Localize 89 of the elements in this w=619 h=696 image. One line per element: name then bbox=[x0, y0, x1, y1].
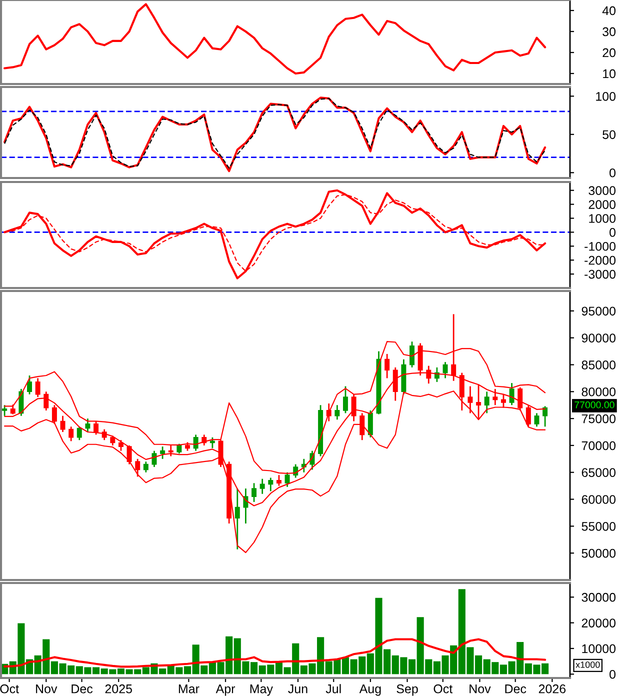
y-tick-label: 50000 bbox=[582, 548, 616, 558]
y-tick-label: 50 bbox=[602, 130, 616, 140]
candlestick bbox=[334, 404, 340, 420]
candlestick bbox=[10, 404, 16, 415]
y-tick-label: 75000 bbox=[582, 414, 616, 424]
candlestick bbox=[152, 450, 157, 468]
candlestick bbox=[384, 353, 390, 379]
y-tick-label: 0 bbox=[610, 228, 616, 237]
candlestick bbox=[243, 488, 248, 524]
candlestick bbox=[210, 436, 215, 449]
y-tick-label: 60000 bbox=[582, 495, 616, 504]
candlestick bbox=[268, 477, 274, 492]
y-tick-label: 0 bbox=[610, 670, 616, 679]
x-tick-label: Sep bbox=[396, 684, 418, 696]
candlestick bbox=[2, 404, 8, 417]
y-tick-label: -2000 bbox=[584, 256, 616, 265]
candlestick bbox=[68, 426, 74, 442]
candlestick bbox=[360, 412, 365, 441]
x-tick-label: May bbox=[250, 684, 273, 696]
x-tick-label: Dec bbox=[72, 684, 93, 694]
y-tick-label: 65000 bbox=[582, 468, 616, 478]
candlestick bbox=[110, 435, 116, 446]
y-tick-label: -3000 bbox=[584, 270, 616, 279]
y-tick-label: 40 bbox=[602, 6, 616, 16]
candlestick bbox=[94, 420, 99, 436]
x-tick-label: Jul bbox=[326, 684, 341, 694]
candlestick bbox=[368, 410, 373, 438]
y-tick-label: 1000 bbox=[589, 214, 616, 223]
candlestick bbox=[193, 434, 198, 452]
candlestick bbox=[35, 377, 40, 398]
y-tick-label: 30000 bbox=[582, 592, 616, 602]
y-tick-label: 2000 bbox=[588, 200, 616, 209]
y-tick-label: 30 bbox=[602, 27, 616, 36]
text: x1000 bbox=[576, 661, 600, 668]
candlestick bbox=[410, 340, 415, 368]
y-tick-label: 0 bbox=[610, 168, 616, 178]
candlestick bbox=[526, 404, 531, 428]
x-tick-label: Apr bbox=[216, 684, 236, 696]
y-tick-label: -1000 bbox=[584, 242, 616, 251]
candlestick bbox=[52, 404, 57, 425]
x-tick-label: Dec bbox=[505, 684, 526, 694]
y-tick-label: 3000 bbox=[588, 186, 616, 196]
x-tick-label: Aug bbox=[359, 684, 381, 696]
y-tick-label: 95000 bbox=[582, 306, 616, 316]
candlestick bbox=[534, 412, 540, 428]
candlestick bbox=[293, 464, 298, 478]
y-tick-label: 10000 bbox=[582, 644, 616, 654]
candlestick bbox=[118, 439, 124, 452]
candlestick bbox=[252, 482, 257, 503]
x-tick-label: Jun bbox=[288, 684, 308, 694]
line-series bbox=[4, 638, 546, 668]
line-series bbox=[4, 3, 546, 75]
candlestick bbox=[135, 458, 140, 478]
x-tick-label: 2025 bbox=[105, 684, 132, 694]
candlestick bbox=[168, 444, 174, 457]
candlestick bbox=[442, 361, 448, 379]
candlestick bbox=[76, 426, 82, 441]
candlestick bbox=[234, 488, 240, 550]
candlestick bbox=[342, 386, 348, 414]
y-tick-label: 20000 bbox=[582, 618, 616, 628]
candlestick bbox=[260, 478, 265, 495]
x-tick-label: 2026 bbox=[538, 684, 566, 694]
candlestick bbox=[60, 415, 66, 433]
y-tick-label: 70000 bbox=[582, 441, 616, 450]
text: 77000.00 bbox=[574, 401, 614, 408]
y-tick-label: 80000 bbox=[582, 387, 616, 396]
y-tick-label: 90000 bbox=[582, 334, 616, 342]
y-tick-label: 10 bbox=[603, 69, 616, 78]
x-tick-label: Oct bbox=[0, 684, 19, 694]
candlestick bbox=[27, 374, 32, 396]
y-tick-label: 85000 bbox=[582, 360, 616, 370]
candlestick bbox=[160, 446, 166, 460]
y-tick-label: 55000 bbox=[582, 522, 616, 531]
x-tick-label: Oct bbox=[434, 684, 453, 694]
x-tick-label: Mar bbox=[178, 684, 200, 694]
candlestick bbox=[500, 394, 506, 408]
candlestick bbox=[284, 472, 290, 488]
candlestick bbox=[85, 418, 90, 433]
candlestick bbox=[484, 390, 490, 414]
candlestick bbox=[176, 443, 182, 454]
y-tick-label: 20 bbox=[602, 48, 616, 58]
candlestick bbox=[351, 394, 356, 422]
candlestick bbox=[509, 382, 514, 406]
candlestick bbox=[44, 390, 49, 412]
x-tick-label: Nov bbox=[470, 684, 491, 694]
x-tick-label: Nov bbox=[36, 684, 58, 694]
candlestick bbox=[143, 460, 148, 474]
candlestick bbox=[542, 405, 548, 428]
y-tick-label: 100 bbox=[596, 92, 616, 101]
